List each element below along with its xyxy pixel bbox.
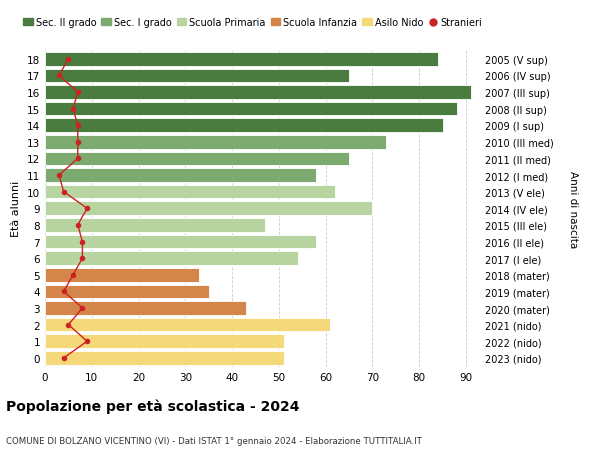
Point [59, 288, 68, 296]
Bar [45, 335, 284, 348]
Bar [45, 53, 438, 67]
Point [73, 122, 83, 129]
Bar [45, 169, 316, 183]
Point [59, 189, 68, 196]
Bar [45, 185, 335, 199]
Bar [45, 302, 246, 315]
Point [64, 321, 73, 329]
Bar [45, 102, 457, 116]
Point [59, 354, 68, 362]
Point [77, 255, 87, 262]
Point [54, 73, 64, 80]
Bar [45, 152, 349, 166]
Bar [45, 269, 199, 282]
Point [68, 106, 78, 113]
Bar [45, 69, 349, 83]
Bar [45, 86, 470, 100]
Point [73, 156, 83, 163]
Point [64, 56, 73, 63]
Point [77, 305, 87, 312]
Text: Popolazione per età scolastica - 2024: Popolazione per età scolastica - 2024 [6, 398, 299, 413]
Bar [45, 285, 209, 298]
Y-axis label: Età alunni: Età alunni [11, 181, 22, 237]
Point [82, 338, 92, 345]
Bar [45, 252, 298, 265]
Point [77, 238, 87, 246]
Point [82, 205, 92, 213]
Bar [45, 136, 386, 149]
Bar [45, 202, 373, 216]
Point [73, 222, 83, 229]
Point [54, 172, 64, 179]
Bar [45, 218, 265, 232]
Bar [45, 351, 284, 365]
Legend: Sec. II grado, Sec. I grado, Scuola Primaria, Scuola Infanzia, Asilo Nido, Stran: Sec. II grado, Sec. I grado, Scuola Prim… [19, 14, 486, 32]
Point [73, 89, 83, 96]
Point [68, 272, 78, 279]
Text: COMUNE DI BOLZANO VICENTINO (VI) - Dati ISTAT 1° gennaio 2024 - Elaborazione TUT: COMUNE DI BOLZANO VICENTINO (VI) - Dati … [6, 436, 422, 445]
Bar [45, 318, 331, 332]
Point [73, 139, 83, 146]
Bar [45, 235, 316, 249]
Y-axis label: Anni di nascita: Anni di nascita [568, 170, 577, 247]
Bar [45, 119, 443, 133]
